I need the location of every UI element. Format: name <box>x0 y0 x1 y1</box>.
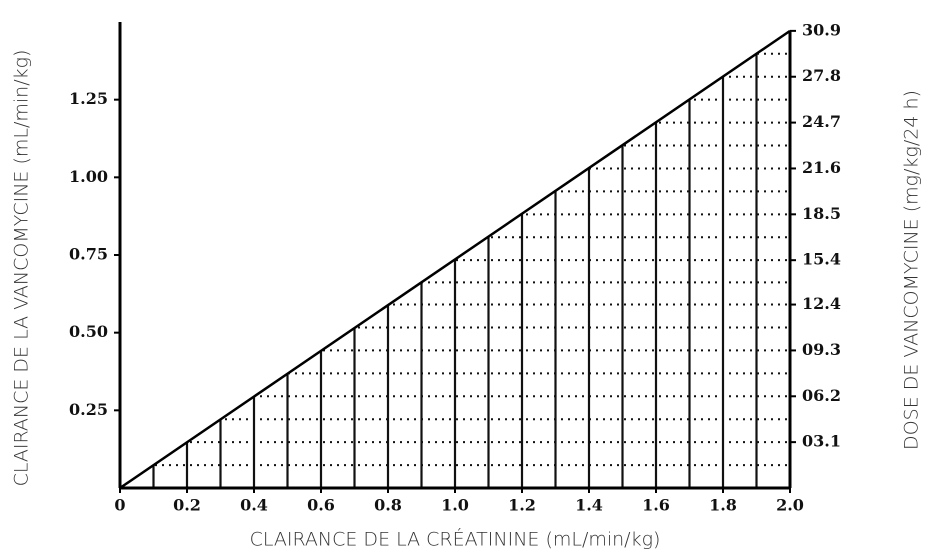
y2-tick-label: 18.5 <box>802 204 841 223</box>
x-tick-label: 2.0 <box>776 496 804 515</box>
x-tick-label: 0.4 <box>240 496 268 515</box>
x-tick-label: 0.8 <box>374 496 402 515</box>
y2-tick-label: 09.3 <box>802 340 841 359</box>
y2-tick-label: 21.6 <box>802 158 841 177</box>
y-axis-label: CLAIRANCE DE LA VANCOMYCINE (mL/min/kg) <box>11 50 33 487</box>
x-tick-label: 0 <box>114 496 125 515</box>
x-tick-label: 0.6 <box>307 496 335 515</box>
y2-tick-label: 06.2 <box>802 386 841 405</box>
y-tick-label: 1.25 <box>69 89 108 108</box>
y2-axis-label: DOSE DE VANCOMYCINE (mg/kg/24 h) <box>901 90 923 450</box>
x-tick-label: 1.6 <box>642 496 670 515</box>
y-tick-label: 0.25 <box>69 400 108 419</box>
data-line <box>119 29 791 490</box>
y2-tick-label: 30.9 <box>802 20 841 39</box>
y2-tick-label: 27.8 <box>802 66 841 85</box>
x-axis-label: CLAIRANCE DE LA CRÉATININE (mL/min/kg) <box>250 528 661 551</box>
x-tick-label: 0.2 <box>173 496 201 515</box>
x-tick-label: 1.8 <box>709 496 737 515</box>
x-tick-label: 1.0 <box>441 496 469 515</box>
y2-tick-label: 24.7 <box>802 112 841 131</box>
y2-tick-label: 12.4 <box>802 294 841 313</box>
y-tick-label: 0.50 <box>69 322 108 341</box>
x-tick-label: 1.2 <box>508 496 536 515</box>
y-tick-label: 0.75 <box>69 245 108 264</box>
y2-tick-label: 15.4 <box>802 250 841 269</box>
y-tick-label: 1.00 <box>69 167 108 186</box>
x-tick-label: 1.4 <box>575 496 603 515</box>
y2-tick-label: 03.1 <box>802 432 841 451</box>
